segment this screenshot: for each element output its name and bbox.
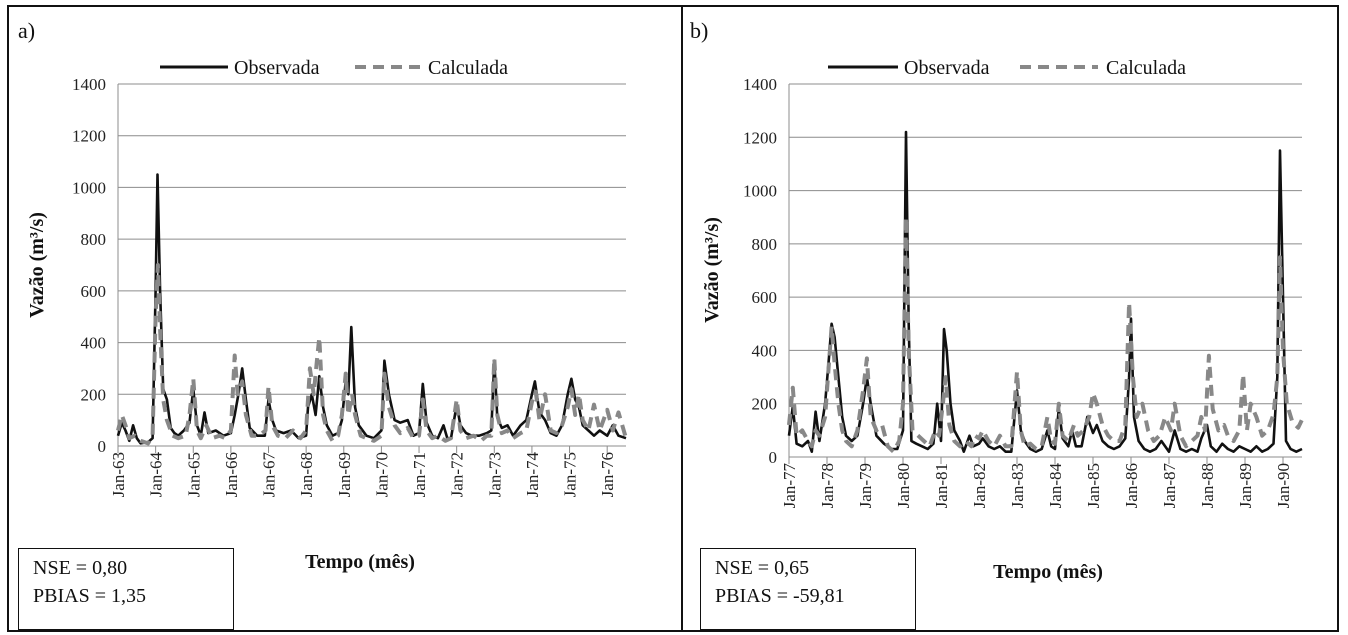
legend-label-observada: Observada — [904, 57, 990, 79]
legend-label-calculada: Calculada — [428, 57, 508, 79]
x-tick-label: Jan-64 — [147, 452, 166, 498]
x-tick-label: Jan-77 — [780, 463, 799, 509]
x-tick-label: Jan-78 — [818, 463, 837, 508]
nse-value-b: NSE = 0,65 — [715, 557, 810, 579]
x-tick-label: Jan-71 — [410, 452, 429, 497]
y-tick-label: 800 — [81, 230, 107, 249]
y-tick-label: 0 — [98, 437, 107, 456]
x-tick-label: Jan-72 — [448, 452, 467, 497]
x-tick-label: Jan-76 — [598, 452, 617, 497]
y-tick-label: 1200 — [743, 128, 777, 147]
x-tick-label: Jan-74 — [523, 452, 542, 498]
x-tick-label: Jan-66 — [222, 452, 241, 497]
x-tick-label: Jan-65 — [184, 452, 203, 497]
y-tick-label: 200 — [81, 385, 107, 404]
y-axis-title: Vazão (m³/s) — [26, 212, 48, 318]
x-tick-label: Jan-73 — [485, 452, 504, 497]
x-axis-title: Tempo (mês) — [993, 561, 1103, 583]
y-tick-label: 600 — [81, 282, 107, 301]
x-axis-title: Tempo (mês) — [305, 551, 415, 573]
x-tick-label: Jan-89 — [1236, 463, 1255, 508]
x-tick-label: Jan-90 — [1274, 463, 1293, 508]
legend-label-calculada: Calculada — [1106, 57, 1186, 79]
y-tick-label: 200 — [752, 395, 778, 414]
legend-label-observada: Observada — [234, 57, 320, 79]
x-tick-label: Jan-67 — [260, 452, 279, 498]
y-axis-title: Vazão (m³/s) — [701, 217, 723, 323]
figure-frame — [7, 5, 1339, 632]
panel-label: b) — [690, 18, 708, 43]
x-tick-label: Jan-79 — [856, 463, 875, 508]
y-tick-label: 1200 — [72, 127, 106, 146]
x-tick-label: Jan-85 — [1084, 463, 1103, 508]
y-tick-label: 800 — [752, 235, 778, 254]
x-tick-label: Jan-88 — [1198, 463, 1217, 508]
series-line-observada — [787, 130, 1303, 453]
series-line-calculada — [787, 215, 1304, 454]
x-tick-label: Jan-81 — [932, 463, 951, 508]
x-tick-label: Jan-83 — [1008, 463, 1027, 508]
x-tick-label: Jan-75 — [561, 452, 580, 497]
pbias-value-b: PBIAS = -59,81 — [715, 585, 845, 607]
stats-box-b: NSE = 0,65 PBIAS = -59,81 — [700, 548, 916, 630]
y-tick-label: 1000 — [72, 178, 106, 197]
nse-value-a: NSE = 0,80 — [33, 557, 128, 579]
y-tick-label: 600 — [752, 288, 778, 307]
y-tick-label: 0 — [769, 448, 778, 467]
x-tick-label: Jan-86 — [1122, 463, 1141, 508]
x-tick-label: Jan-84 — [1046, 463, 1065, 509]
stats-box-a: NSE = 0,80 PBIAS = 1,35 — [18, 548, 234, 630]
pbias-value-a: PBIAS = 1,35 — [33, 585, 146, 607]
x-tick-label: Jan-80 — [894, 463, 913, 508]
x-tick-label: Jan-70 — [372, 452, 391, 497]
panel-label: a) — [18, 18, 35, 43]
x-tick-label: Jan-82 — [970, 463, 989, 508]
y-tick-label: 400 — [752, 341, 778, 360]
panel-divider — [681, 5, 683, 632]
y-tick-label: 1400 — [743, 75, 777, 94]
y-tick-label: 400 — [81, 334, 107, 353]
x-tick-label: Jan-87 — [1160, 463, 1179, 509]
x-tick-label: Jan-63 — [109, 452, 128, 497]
series-line-calculada — [116, 263, 628, 446]
x-tick-label: Jan-69 — [335, 452, 354, 497]
x-tick-label: Jan-68 — [297, 452, 316, 497]
chart-a: 0 200 400 600 800 1000 1200 1400 Jan-63 Jan-64 Jan… — [18, 18, 628, 573]
y-tick-label: 1400 — [72, 75, 106, 94]
y-tick-label: 1000 — [743, 182, 777, 201]
